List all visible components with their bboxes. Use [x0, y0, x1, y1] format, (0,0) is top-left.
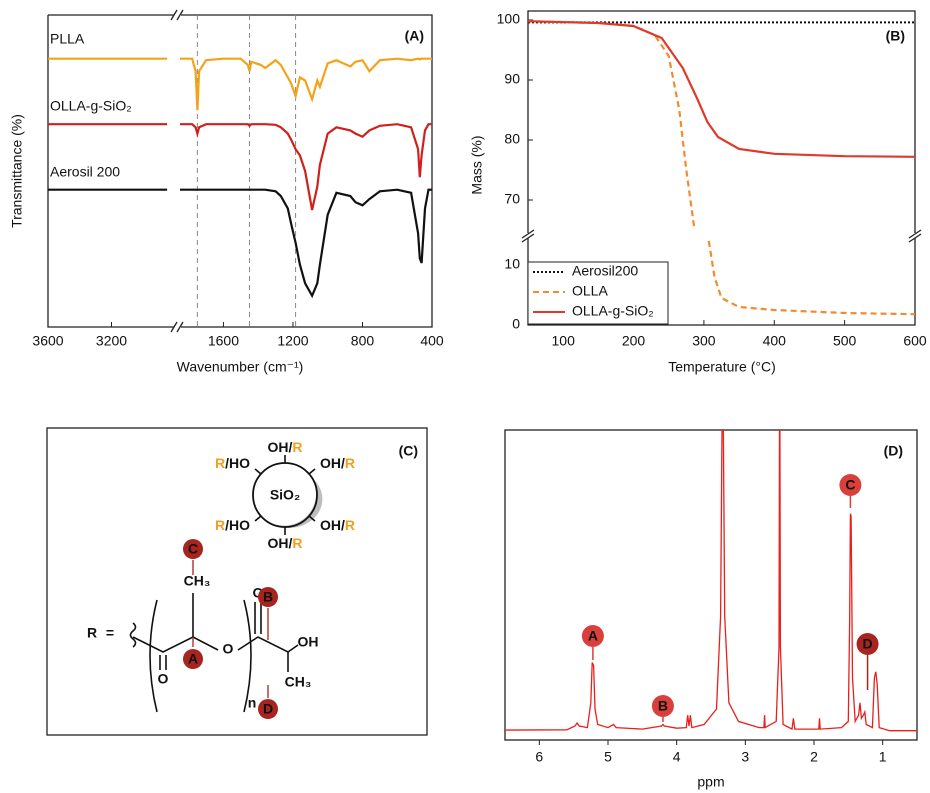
annotation-label: A — [588, 628, 598, 644]
structure-marker-label: B — [263, 589, 273, 605]
nmr-spectrum — [505, 430, 917, 732]
substituent-label: OH/R — [320, 517, 355, 533]
x-tick-label: 2 — [810, 749, 818, 765]
y-tick-label: 80 — [504, 131, 520, 147]
structure-marker — [258, 587, 278, 607]
x-tick-label: 3200 — [96, 333, 127, 349]
annotation-marker — [581, 625, 604, 647]
substituent-part: /HO — [225, 455, 250, 471]
x-tick-label: 1 — [879, 749, 887, 765]
x-tick-label: 3600 — [32, 333, 63, 349]
x-tick-label: 400 — [763, 333, 787, 349]
series-label: OLLA-g-SiO₂ — [50, 98, 132, 114]
series-label: PLLA — [50, 31, 85, 47]
annotation-label: C — [845, 477, 855, 493]
panel-d-frame — [504, 429, 918, 741]
spectrum-line — [48, 123, 432, 211]
structure-label: = — [106, 625, 114, 641]
x-tick-label: 200 — [622, 333, 646, 349]
x-tick-label: 100 — [552, 333, 576, 349]
sio2-particle — [252, 455, 323, 535]
substituent-label: OH/R — [267, 535, 302, 551]
structure-marker-label: A — [188, 651, 198, 667]
x-tick-label: 3 — [741, 749, 749, 765]
y-tick-label: 0 — [512, 316, 520, 332]
legend-label: OLLA — [572, 283, 608, 299]
x-tick-label: 1200 — [277, 333, 308, 349]
substituent-part: OH/ — [320, 455, 345, 471]
series-label: Aerosil 200 — [50, 164, 120, 180]
annotation-marker — [856, 633, 879, 655]
panel-label: (B) — [886, 28, 905, 44]
substituent-part: R — [345, 517, 355, 533]
structure-marker — [183, 539, 203, 559]
substituent-part: R — [215, 455, 225, 471]
legend-label: OLLA-g-SiO₂ — [572, 303, 654, 319]
x-axis-label: Wavenumber (cm⁻¹) — [177, 359, 304, 375]
substituent-part: R — [215, 517, 225, 533]
structure-marker-label: C — [188, 541, 198, 557]
tga-line — [527, 20, 916, 316]
panel-label: (C) — [399, 443, 418, 459]
x-tick-label: 600 — [903, 333, 927, 349]
structure-label: O — [223, 641, 234, 657]
structure-label: R — [87, 625, 97, 641]
substituent-label: OH/R — [320, 455, 355, 471]
substituent-part: /HO — [225, 517, 250, 533]
panel-label: (A) — [405, 28, 424, 44]
y-tick-label: 90 — [504, 71, 520, 87]
y-axis-label: Transmittance (%) — [9, 114, 25, 228]
panel-c-frame — [46, 427, 428, 736]
x-axis-label: ppm — [697, 774, 724, 790]
core-label: SiO₂ — [270, 487, 300, 503]
panel-label: (D) — [884, 443, 903, 459]
substituent-label: OH/R — [267, 439, 302, 455]
x-tick-label: 5 — [604, 749, 612, 765]
x-tick-label: 300 — [692, 333, 716, 349]
tga-line — [527, 20, 916, 158]
substituent-label: R/HO — [215, 517, 250, 533]
x-tick-label: 4 — [673, 749, 681, 765]
y-tick-label: 70 — [504, 191, 520, 207]
x-axis-label: Temperature (°C) — [668, 359, 776, 375]
y-tick-label: 100 — [497, 11, 521, 27]
x-tick-label: 1600 — [208, 333, 239, 349]
r-structure-bonds — [129, 560, 299, 713]
x-tick-label: 400 — [420, 333, 444, 349]
structure-label: CH₃ — [285, 674, 312, 690]
substituent-part: OH/ — [267, 535, 292, 551]
structure-label: O — [158, 671, 169, 687]
legend-label: Aerosil200 — [572, 263, 638, 279]
structure-label: OH — [298, 634, 319, 650]
annotation-marker — [839, 474, 862, 496]
structure-label: O — [253, 585, 264, 601]
x-tick-label: 800 — [351, 333, 375, 349]
structure-label: n — [248, 695, 257, 711]
x-tick-label: 500 — [833, 333, 857, 349]
structure-label: CH₃ — [184, 573, 211, 589]
substituent-part: R — [292, 439, 302, 455]
annotation-label: D — [862, 636, 872, 652]
structure-marker — [183, 649, 203, 669]
spectrum-line — [48, 57, 432, 111]
substituent-part: R — [345, 455, 355, 471]
legend-box — [527, 261, 669, 325]
x-tick-label: 6 — [535, 749, 543, 765]
substituent-part: OH/ — [267, 439, 292, 455]
structure-marker — [258, 699, 278, 719]
substituent-part: R — [292, 535, 302, 551]
annotation-label: B — [658, 698, 668, 714]
spectrum-line — [48, 188, 432, 299]
substituent-label: R/HO — [215, 455, 250, 471]
annotation-marker — [651, 695, 674, 717]
structure-marker-label: D — [263, 701, 273, 717]
substituent-part: OH/ — [320, 517, 345, 533]
y-axis-label: Mass (%) — [469, 135, 485, 194]
y-tick-label: 10 — [504, 256, 520, 272]
